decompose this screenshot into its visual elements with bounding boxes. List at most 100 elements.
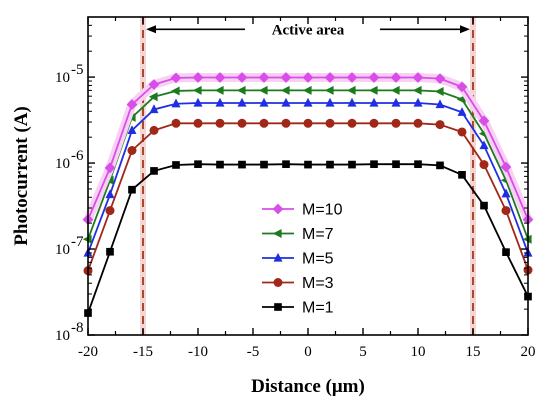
point-m-3-10 — [413, 118, 423, 128]
point-m-1-4 — [348, 160, 356, 169]
point-m-10-2 — [324, 72, 336, 83]
legend-label-m-5: M=5 — [302, 251, 334, 268]
point-m-1-16 — [480, 201, 488, 210]
point-m-10--14 — [148, 79, 160, 90]
point-m-3--2 — [281, 118, 291, 128]
point-m-5--2 — [281, 97, 291, 107]
point-m-7-6 — [368, 85, 378, 95]
x-tick-label-0: 0 — [304, 344, 312, 360]
x-tick-label-15: 15 — [466, 344, 481, 360]
legend-label-m-10: M=10 — [302, 202, 343, 219]
point-m-1-12 — [436, 161, 444, 170]
active-area-arrowhead-left — [146, 25, 156, 34]
point-m-1-14 — [458, 170, 466, 179]
point-m-7-4 — [346, 85, 356, 95]
legend-marker-m-7 — [272, 229, 282, 238]
point-m-1--2 — [282, 160, 290, 169]
point-m-5-16 — [479, 140, 489, 150]
point-m-5--12 — [171, 98, 181, 108]
point-m-1--16 — [128, 185, 136, 194]
y-tick-exponent-1: -7 — [71, 234, 84, 250]
x-tick-label--5: -5 — [247, 344, 260, 360]
point-m-10-0 — [302, 72, 314, 83]
point-m-1--18 — [106, 247, 114, 256]
point-m-1--10 — [194, 160, 202, 169]
point-m-1--12 — [172, 161, 180, 169]
legend-item-m-5: M=5 — [262, 251, 334, 268]
active-area-arrowhead-right — [460, 25, 470, 34]
reference-lines — [140, 17, 476, 335]
point-m-7-2 — [324, 85, 334, 95]
point-m-3--16 — [127, 145, 137, 155]
point-m-5--4 — [259, 97, 269, 107]
point-m-3--6 — [237, 118, 247, 128]
point-m-7-12 — [434, 86, 444, 96]
point-m-7--4 — [258, 85, 268, 95]
legend-item-m-10: M=10 — [262, 202, 343, 219]
point-m-7--10 — [192, 85, 202, 95]
annotation-layer: Active area — [146, 22, 470, 38]
point-m-1-2 — [326, 160, 334, 169]
legend-marker-m-5 — [273, 252, 283, 262]
point-m-7--6 — [236, 85, 246, 95]
point-m-7--8 — [214, 85, 224, 95]
point-m-5--14 — [149, 104, 159, 114]
point-m-10-12 — [434, 73, 446, 85]
point-m-10-4 — [346, 72, 358, 83]
point-m-10--6 — [236, 72, 248, 83]
point-m-1--14 — [150, 167, 158, 175]
point-m-3-2 — [325, 118, 335, 128]
series-m-5 — [83, 97, 533, 257]
point-m-1-18 — [502, 248, 510, 256]
point-m-5--18 — [105, 189, 115, 199]
y-tick-label-3: 10 — [55, 70, 70, 86]
legend: M=10 M=7 M=5 M=3 M=1 — [262, 202, 343, 317]
point-m-10--18 — [104, 162, 116, 174]
x-tick-label--10: -10 — [188, 344, 208, 360]
point-m-5-4 — [347, 97, 357, 107]
point-m-1-10 — [414, 160, 422, 169]
series-m-10 — [82, 72, 534, 225]
point-m-10-18 — [500, 161, 512, 173]
point-m-5-8 — [391, 97, 401, 107]
legend-marker-m-1 — [274, 303, 282, 311]
point-m-10--2 — [280, 72, 292, 83]
legend-item-m-1: M=1 — [262, 300, 334, 317]
point-m-7--2 — [280, 85, 290, 95]
point-m-5-10 — [413, 97, 423, 107]
x-tick-label--15: -15 — [133, 344, 153, 360]
point-m-5-0 — [303, 97, 313, 107]
x-tick-label-20: 20 — [521, 344, 536, 360]
x-tick-label--20: -20 — [78, 344, 98, 360]
point-m-10--4 — [258, 72, 270, 83]
point-m-5-2 — [325, 97, 335, 107]
point-m-3--14 — [149, 125, 159, 135]
point-m-5--6 — [237, 97, 247, 107]
x-tick-label-10: 10 — [411, 344, 426, 360]
x-axis-title: Distance (μm) — [251, 376, 365, 397]
y-tick-exponent-3: -5 — [71, 62, 84, 78]
point-m-7-8 — [390, 85, 400, 95]
point-m-3-12 — [435, 120, 445, 130]
y-tick-exponent-2: -6 — [71, 148, 84, 164]
point-m-5-14 — [457, 107, 467, 116]
point-m-3--18 — [105, 206, 115, 216]
y-tick-label-1: 10 — [55, 242, 70, 258]
point-m-5--8 — [215, 97, 225, 107]
point-m-10--16 — [126, 99, 138, 110]
point-m-3-6 — [369, 118, 379, 128]
point-m-1--4 — [260, 160, 268, 169]
point-m-10--12 — [170, 72, 182, 84]
legend-item-m-3: M=3 — [262, 275, 334, 292]
y-tick-exponent-0: -8 — [71, 320, 84, 336]
legend-label-m-7: M=7 — [302, 226, 334, 243]
point-m-3--4 — [259, 118, 269, 128]
point-m-1-8 — [392, 160, 400, 169]
active-area-label: Active area — [272, 22, 345, 38]
y-axis-title: Photocurrent (A) — [11, 106, 32, 245]
series-m-3-line — [87, 122, 529, 271]
point-m-1-6 — [370, 160, 378, 169]
legend-label-m-1: M=1 — [302, 300, 334, 317]
point-m-10--10 — [192, 72, 204, 83]
